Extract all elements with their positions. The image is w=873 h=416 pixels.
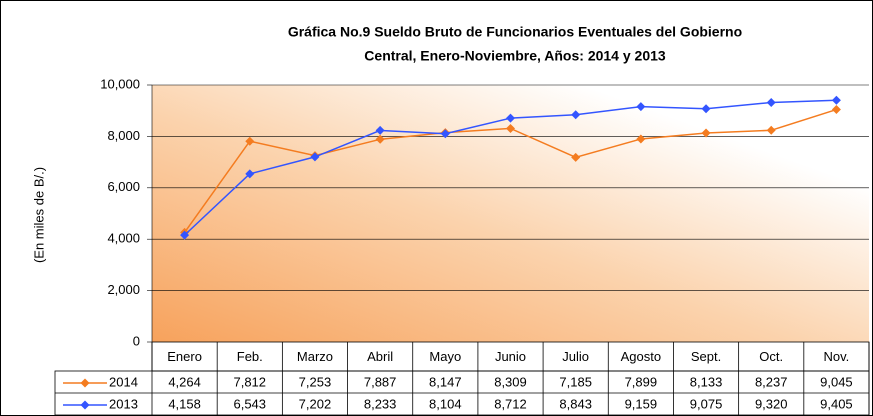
x-tick-label: Oct. — [759, 349, 783, 364]
x-tick-label: Feb. — [237, 349, 263, 364]
table-value: 9,075 — [690, 396, 723, 411]
table-value: 8,104 — [429, 396, 462, 411]
legend-marker — [80, 378, 90, 388]
point — [310, 152, 320, 162]
x-tick-label: Nov. — [824, 349, 850, 364]
table-value: 7,253 — [299, 374, 332, 389]
point — [636, 134, 646, 144]
chart-title: Central, Enero-Noviembre, Años: 2014 y 2… — [364, 48, 666, 64]
table-value: 7,202 — [299, 396, 332, 411]
y-tick-label: 10,000 — [100, 76, 140, 91]
x-tick-label: Mayo — [429, 349, 461, 364]
table-value: 9,045 — [820, 374, 853, 389]
point — [571, 110, 581, 120]
point — [245, 136, 255, 146]
point — [375, 134, 385, 144]
x-tick-label: Julio — [562, 349, 589, 364]
table-value: 9,159 — [625, 396, 658, 411]
point — [766, 125, 776, 135]
point — [831, 105, 841, 115]
point — [701, 128, 711, 138]
table-value: 7,899 — [625, 374, 658, 389]
table-value: 9,320 — [755, 396, 788, 411]
legend-label: 2013 — [109, 396, 138, 411]
point — [375, 125, 385, 135]
point — [245, 169, 255, 179]
x-tick-label: Marzo — [297, 349, 333, 364]
y-tick-label: 6,000 — [107, 179, 140, 194]
point — [831, 95, 841, 105]
plot-area — [152, 85, 869, 342]
point — [766, 97, 776, 107]
point — [636, 102, 646, 112]
legend-label: 2014 — [109, 374, 138, 389]
table-value: 8,237 — [755, 374, 788, 389]
y-tick-label: 2,000 — [107, 282, 140, 297]
y-axis-label: (En miles de B/.) — [31, 167, 46, 263]
table-value: 8,309 — [494, 374, 527, 389]
y-tick-label: 8,000 — [107, 128, 140, 143]
table-value: 8,147 — [429, 374, 462, 389]
table-value: 8,712 — [494, 396, 527, 411]
y-tick-label: 0 — [133, 333, 140, 348]
table-value: 7,185 — [559, 374, 592, 389]
y-tick-label: 4,000 — [107, 231, 140, 246]
point — [506, 113, 515, 123]
table-value: 7,887 — [364, 374, 397, 389]
point — [571, 152, 581, 162]
legend-marker — [80, 400, 90, 410]
point — [180, 230, 190, 240]
point — [440, 129, 450, 139]
point — [701, 104, 711, 114]
point — [506, 123, 515, 133]
x-tick-label: Enero — [167, 349, 202, 364]
table-value: 7,812 — [233, 374, 266, 389]
table-value: 8,843 — [559, 396, 592, 411]
table-value: 9,405 — [820, 396, 853, 411]
table-value: 6,543 — [233, 396, 266, 411]
x-tick-label: Sept. — [691, 349, 721, 364]
x-tick-label: Junio — [495, 349, 526, 364]
chart-title: Gráfica No.9 Sueldo Bruto de Funcionario… — [288, 24, 742, 40]
table-value: 8,133 — [690, 374, 723, 389]
table-value: 4,158 — [168, 396, 201, 411]
x-tick-label: Abril — [367, 349, 393, 364]
table-value: 4,264 — [168, 374, 201, 389]
table-value: 8,233 — [364, 396, 397, 411]
x-tick-label: Agosto — [621, 349, 661, 364]
